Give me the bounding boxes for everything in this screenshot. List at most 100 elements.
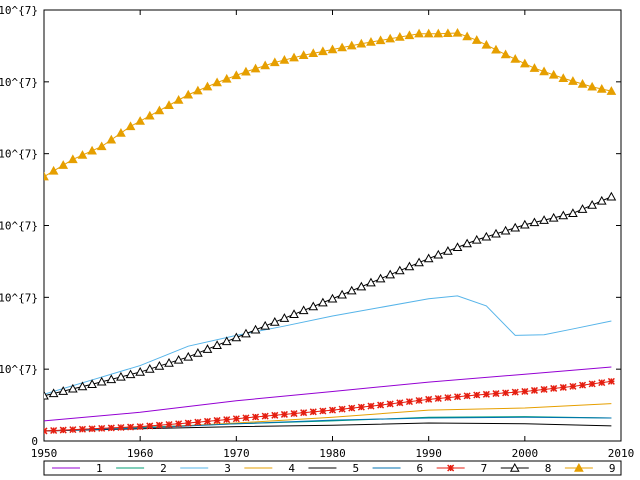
- triangle-marker: [394, 32, 405, 41]
- triangle-marker: [346, 285, 357, 295]
- asterisk-marker: [569, 382, 577, 390]
- triangle-marker: [510, 222, 521, 232]
- legend-entry: 2: [116, 462, 167, 475]
- triangle-marker: [193, 85, 203, 95]
- triangle-marker: [558, 73, 569, 82]
- asterisk-marker: [242, 414, 250, 422]
- triangle-marker: [135, 367, 146, 376]
- triangle-marker: [202, 81, 213, 91]
- triangle-marker: [443, 246, 453, 255]
- triangle-marker: [221, 336, 232, 346]
- triangle-marker: [116, 128, 126, 137]
- y-tick-label: 10^{7}: [0, 291, 38, 304]
- triangle-marker: [596, 195, 607, 205]
- asterisk-marker: [117, 423, 125, 432]
- triangle-marker: [173, 354, 184, 364]
- asterisk-marker: [44, 427, 48, 433]
- triangle-marker: [366, 277, 376, 287]
- asterisk-marker: [271, 411, 279, 419]
- triangle-marker: [539, 215, 549, 224]
- triangle-marker: [298, 305, 309, 315]
- asterisk-marker: [559, 383, 567, 391]
- triangle-marker: [241, 328, 251, 338]
- legend-label: 5: [352, 462, 359, 475]
- triangle-marker: [568, 76, 578, 85]
- triangle-marker: [154, 105, 165, 115]
- triangle-marker: [289, 52, 299, 62]
- asterisk-marker: [444, 394, 452, 402]
- triangle-marker: [366, 37, 376, 46]
- triangle-marker: [443, 28, 453, 38]
- triangle-marker: [462, 31, 472, 41]
- asterisk-marker: [203, 417, 212, 425]
- asterisk-marker: [598, 379, 606, 387]
- asterisk-marker: [453, 393, 462, 401]
- y-tick-label: 10^{7}: [0, 363, 38, 376]
- x-tick-label: 1990: [415, 447, 442, 460]
- asterisk-marker: [280, 410, 288, 418]
- asterisk-marker: [252, 413, 260, 421]
- triangle-marker: [375, 273, 386, 283]
- triangle-marker: [529, 217, 540, 227]
- triangle-marker: [48, 388, 59, 398]
- triangle-marker: [68, 383, 78, 393]
- triangle-marker: [231, 332, 242, 342]
- triangle-marker: [404, 261, 415, 271]
- triangle-marker: [279, 55, 290, 64]
- triangle-marker: [269, 57, 280, 67]
- legend-entry: 5: [308, 462, 359, 475]
- triangle-marker: [481, 231, 492, 241]
- asterisk-marker: [434, 394, 442, 403]
- series-7: [44, 377, 615, 435]
- x-tick-label: 1980: [319, 447, 346, 460]
- asterisk-marker: [78, 425, 86, 433]
- triangle-marker: [606, 86, 617, 95]
- asterisk-marker: [588, 380, 596, 388]
- legend-entry: 4: [244, 462, 295, 475]
- triangle-marker: [308, 301, 319, 311]
- triangle-marker: [77, 150, 88, 159]
- triangle-marker: [87, 379, 97, 388]
- asterisk-marker: [521, 387, 529, 395]
- triangle-marker: [596, 83, 607, 93]
- triangle-marker: [414, 28, 424, 38]
- asterisk-marker: [367, 402, 375, 410]
- asterisk-marker: [98, 424, 106, 432]
- legend-label: 4: [288, 462, 295, 475]
- triangle-marker: [221, 73, 232, 83]
- series-line: [44, 32, 612, 178]
- asterisk-marker: [69, 426, 77, 434]
- triangle-marker: [587, 81, 597, 91]
- asterisk-marker: [88, 425, 96, 433]
- triangle-marker: [519, 219, 530, 229]
- triangle-marker: [241, 66, 251, 76]
- asterisk-marker: [175, 420, 183, 428]
- triangle-marker: [106, 134, 117, 144]
- triangle-marker: [500, 225, 511, 235]
- triangle-marker: [548, 212, 559, 222]
- triangle-marker: [289, 309, 299, 318]
- triangle-marker: [337, 289, 347, 299]
- triangle-marker: [202, 344, 213, 353]
- asterisk-marker: [377, 401, 385, 409]
- legend-label: 7: [481, 462, 488, 475]
- series-line: [44, 295, 612, 395]
- triangle-marker: [423, 253, 434, 263]
- triangle-marker: [433, 28, 444, 38]
- x-tick-label: 1960: [127, 447, 154, 460]
- asterisk-marker: [50, 426, 58, 435]
- legend: 1 2 3 4 5 6 7 8 9: [43, 460, 622, 476]
- legend-label: 9: [609, 462, 616, 475]
- triangle-marker: [462, 238, 472, 248]
- x-tick-label: 2000: [512, 447, 539, 460]
- triangle-marker: [68, 154, 78, 164]
- series-line: [44, 366, 612, 422]
- triangle-marker: [327, 293, 338, 303]
- triangle-marker: [116, 371, 126, 381]
- triangle-marker: [385, 33, 396, 43]
- asterisk-marker: [482, 390, 490, 398]
- asterisk-marker: [550, 384, 558, 392]
- asterisk-marker: [261, 412, 269, 420]
- triangle-marker: [154, 360, 165, 370]
